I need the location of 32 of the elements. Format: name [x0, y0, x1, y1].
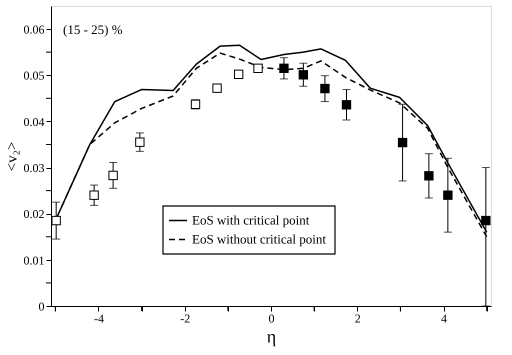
point	[424, 171, 434, 181]
annotation: (15 - 25) %	[63, 22, 123, 37]
x-tick-label: 4	[441, 312, 448, 326]
legend-label: EoS with critical point	[192, 212, 310, 228]
y-tick-label: 0.04	[24, 114, 44, 129]
point	[234, 70, 244, 79]
point	[253, 64, 263, 73]
x-axis-title: η	[266, 326, 276, 346]
point	[89, 190, 99, 200]
point	[108, 170, 118, 180]
point	[51, 216, 61, 226]
point	[443, 190, 453, 200]
y-tick-label: 0.05	[24, 68, 44, 83]
x-tick-label: 0	[268, 312, 274, 326]
y-tick-label: 0.01	[24, 253, 44, 268]
y-tick-label: 0.03	[24, 161, 44, 176]
x-tick-label: -2	[180, 312, 190, 326]
y-axis-title: <v₂>	[4, 142, 20, 172]
point	[135, 137, 145, 147]
point	[298, 70, 308, 80]
point	[320, 84, 330, 94]
point	[398, 138, 408, 148]
y-tick-label: 0.02	[24, 207, 44, 222]
y-tick-label: 0.06	[24, 22, 44, 37]
legend-label: EoS without critical point	[192, 232, 326, 246]
x-tick-label: 2	[354, 312, 361, 326]
y-tick-label: 0	[38, 300, 44, 314]
point	[279, 64, 289, 73]
x-tick-label: -4	[94, 312, 104, 326]
point	[212, 83, 222, 93]
point	[481, 216, 491, 226]
point	[342, 100, 352, 110]
